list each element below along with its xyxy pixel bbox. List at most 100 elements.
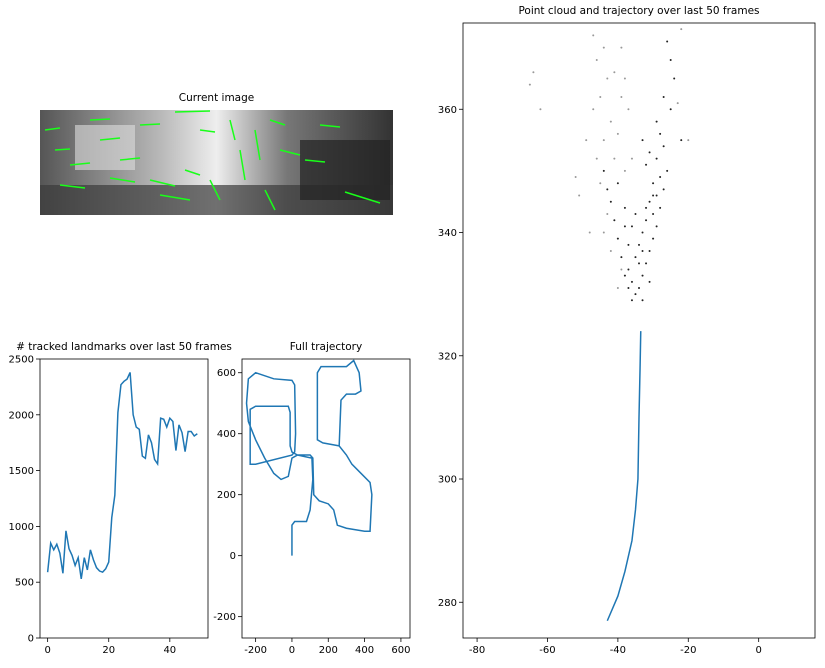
data-point (574, 176, 577, 179)
y-tick-label: 600 (217, 368, 236, 379)
data-point (595, 157, 598, 160)
y-tick-label: 300 (438, 475, 457, 486)
data-point (638, 262, 640, 265)
y-tick-label: 200 (217, 490, 236, 501)
data-point (616, 237, 619, 240)
x-tick-label: 0 (755, 645, 761, 656)
data-point (528, 83, 531, 86)
x-tick-label: 200 (319, 645, 338, 656)
x-tick-label: 0 (44, 645, 50, 656)
camera-image (40, 110, 393, 215)
data-point (585, 139, 588, 142)
y-tick-label: 1000 (9, 522, 34, 533)
data-point (539, 108, 542, 111)
y-tick-label: 2000 (9, 410, 34, 421)
x-tick-label: 40 (163, 645, 176, 656)
data-point (602, 169, 605, 172)
data-point (655, 194, 658, 197)
data-point (648, 200, 651, 203)
y-tick-label: -200 (213, 612, 236, 623)
data-point (641, 250, 644, 253)
data-point (578, 194, 581, 197)
data-point (627, 268, 630, 271)
y-tick-label: 340 (438, 228, 457, 239)
data-point (602, 139, 605, 142)
data-point (673, 77, 676, 80)
data-point (620, 268, 623, 271)
x-tick-label: 400 (355, 645, 374, 656)
data-point (630, 280, 633, 283)
data-point (613, 71, 616, 74)
data-point (627, 286, 630, 289)
data-point (655, 120, 658, 123)
chart-title: Point cloud and trajectory over last 50 … (518, 5, 759, 17)
data-point (613, 157, 616, 160)
data-point (648, 250, 651, 253)
data-point (652, 194, 655, 197)
data-point (645, 262, 648, 265)
data-point (634, 293, 637, 296)
data-point (662, 188, 665, 191)
x-tick-label: 0 (289, 645, 295, 656)
data-point (620, 256, 623, 259)
data-point (623, 206, 626, 209)
y-tick-label: 280 (438, 598, 457, 609)
data-point (630, 225, 633, 228)
data-point (680, 139, 683, 142)
x-tick-label: 20 (102, 645, 115, 656)
data-point (623, 274, 626, 277)
data-point (659, 176, 662, 179)
x-tick-label: -200 (244, 645, 267, 656)
data-point (662, 145, 665, 148)
data-point (620, 95, 623, 98)
data-point (648, 151, 651, 154)
data-point (641, 139, 644, 142)
data-point (616, 182, 619, 185)
chart-title: Full trajectory (290, 341, 362, 353)
data-point (623, 77, 626, 80)
data-point (645, 219, 648, 222)
data-point (655, 225, 658, 228)
data-point (595, 58, 598, 61)
data-point (630, 299, 633, 302)
data-point (680, 28, 683, 31)
data-point (634, 256, 637, 259)
data-point (616, 132, 619, 135)
y-tick-label: 0 (230, 551, 236, 562)
data-point (588, 231, 591, 234)
data-point (641, 274, 644, 277)
data-point (599, 95, 602, 98)
x-tick-label: 600 (391, 645, 410, 656)
data-point (659, 132, 662, 135)
data-point (532, 71, 535, 74)
data-point (602, 231, 605, 234)
data-point (616, 286, 619, 289)
data-point (669, 108, 672, 111)
data-line (245, 359, 373, 556)
data-point (652, 237, 655, 240)
y-tick-label: 400 (217, 429, 236, 440)
data-point (659, 206, 662, 209)
x-tick-label: -20 (680, 645, 696, 656)
data-point (645, 206, 648, 209)
data-point (606, 77, 609, 80)
chart-title: # tracked landmarks over last 50 frames (16, 341, 232, 353)
data-point (623, 225, 626, 228)
data-point (666, 40, 669, 43)
data-point (641, 299, 644, 302)
axes-frame (241, 358, 411, 639)
data-point (609, 200, 612, 203)
x-tick-label: -40 (610, 645, 626, 656)
data-point (687, 139, 690, 142)
y-tick-label: 2500 (9, 355, 34, 366)
data-point (652, 213, 655, 216)
data-line (606, 331, 642, 622)
data-point (609, 250, 612, 253)
data-point (606, 213, 609, 216)
data-point (630, 157, 633, 160)
x-tick-label: -80 (469, 645, 485, 656)
y-tick-label: 500 (15, 578, 34, 589)
axes-frame (39, 358, 209, 639)
data-point (645, 163, 648, 166)
